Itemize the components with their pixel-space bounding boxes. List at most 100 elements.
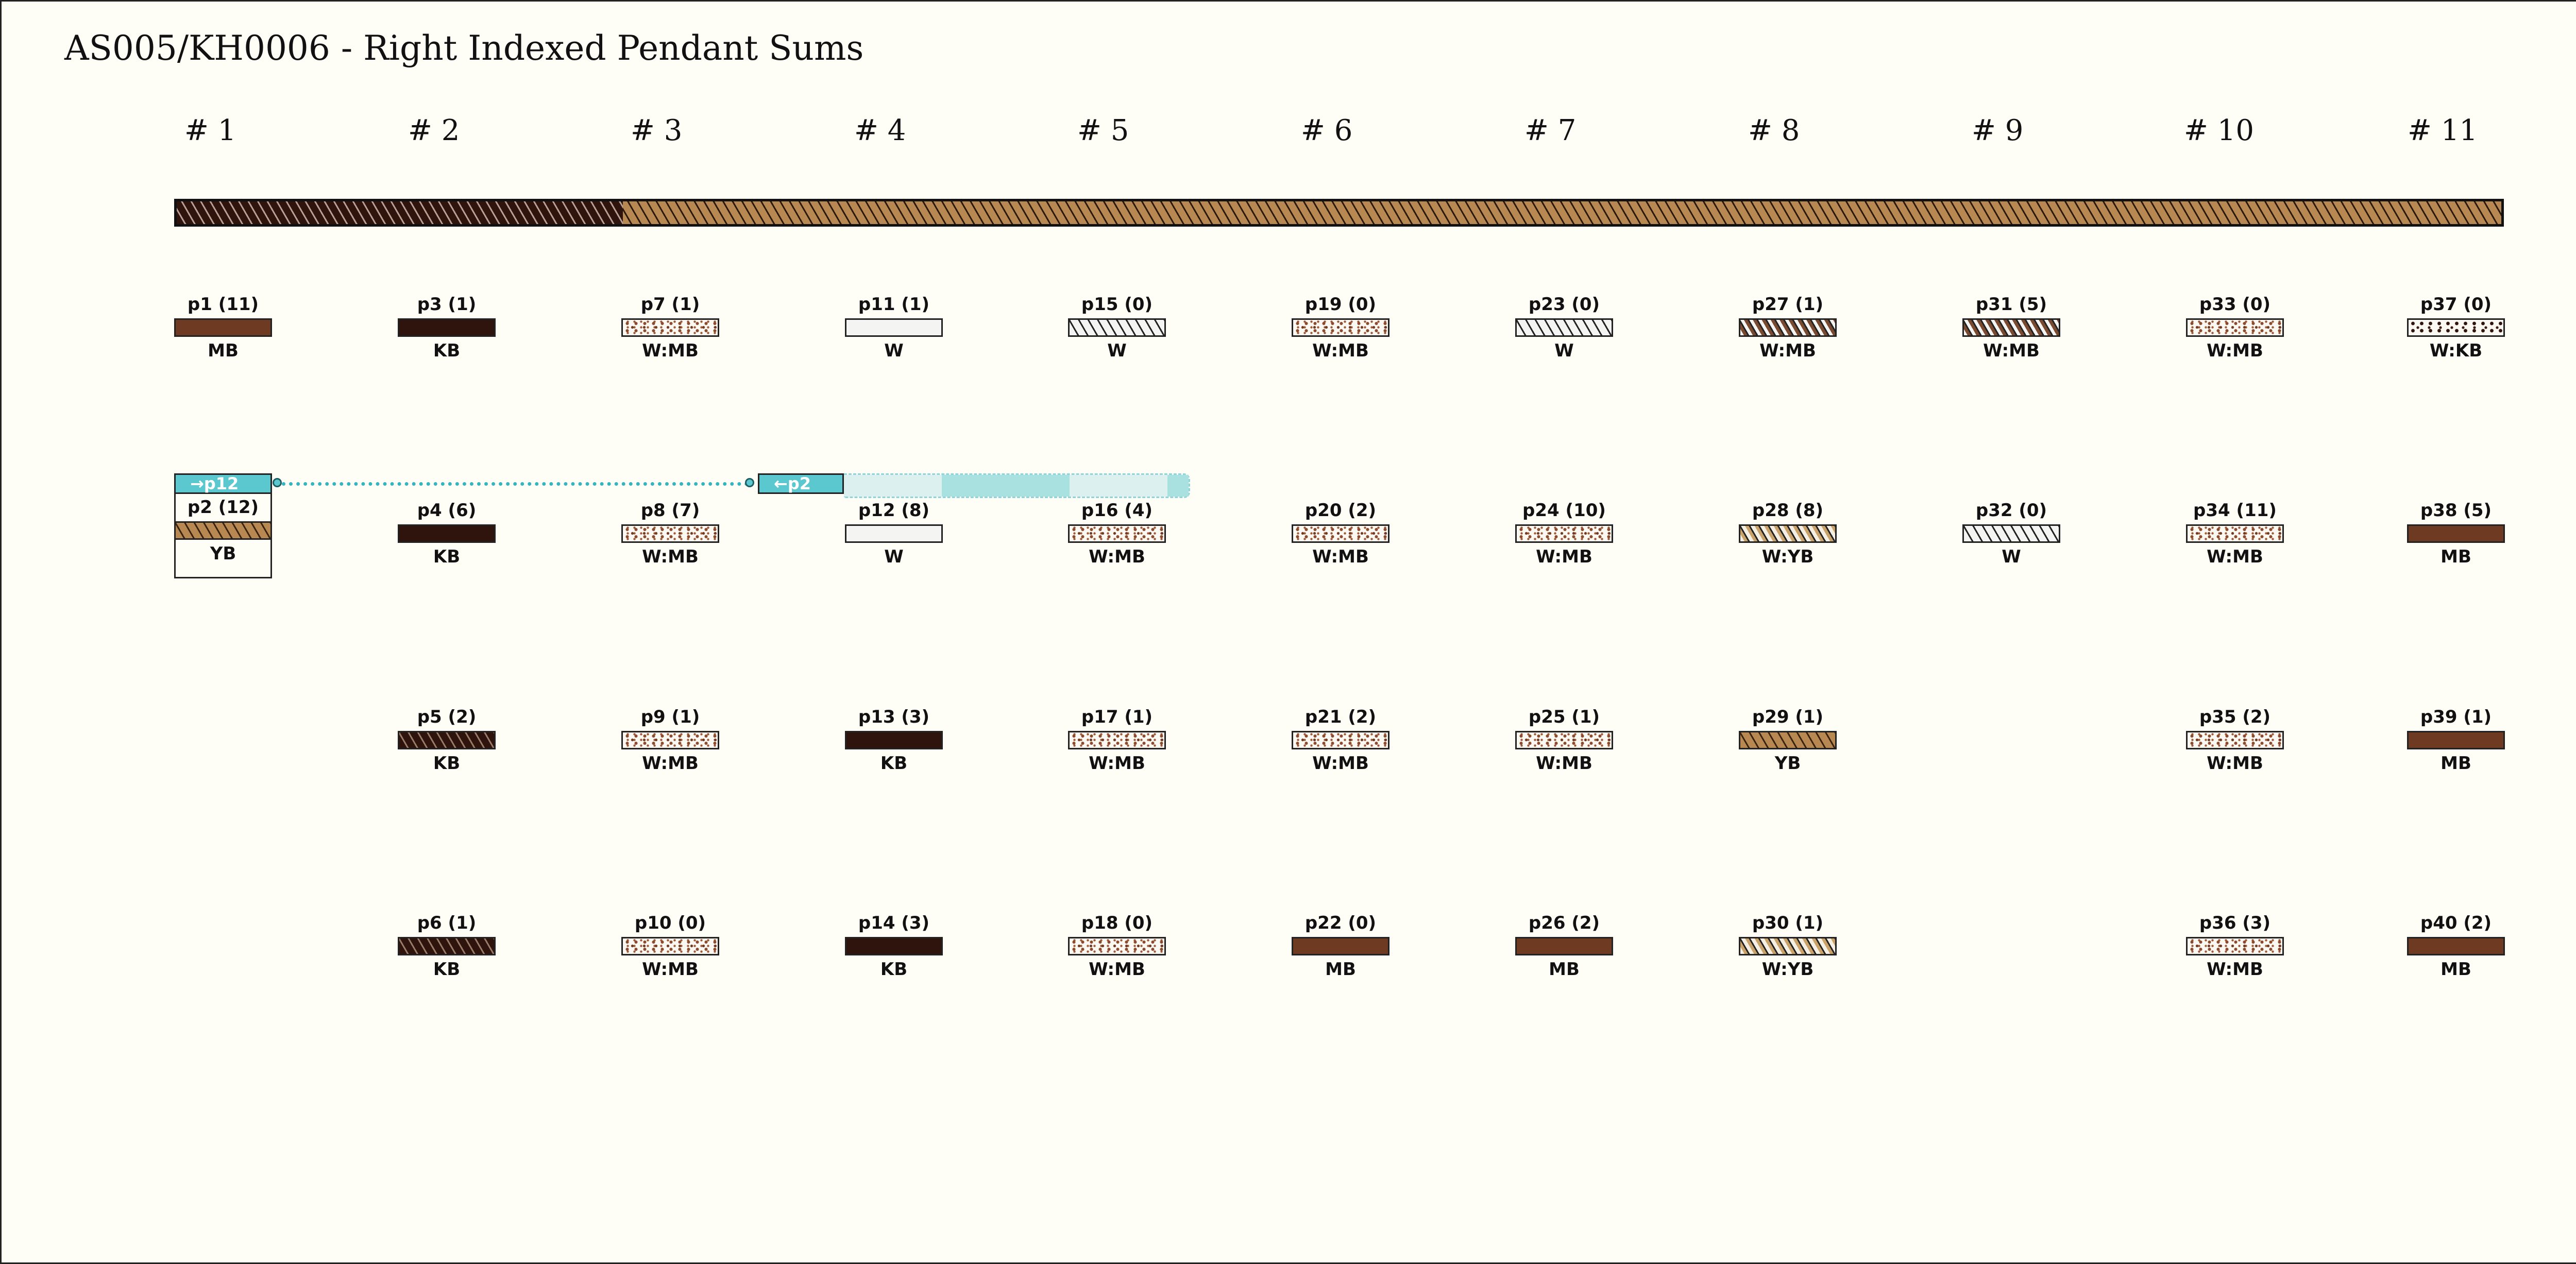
range-segment: [844, 475, 942, 497]
index-link-line: [282, 482, 749, 486]
pendant-cord: [1292, 937, 1389, 955]
range-segment: [1070, 475, 1167, 497]
pendant-cord: [2186, 524, 2284, 543]
link-endpoint-dot: [273, 478, 282, 487]
pendant-color-code: W:MB: [1089, 546, 1145, 567]
index-tag-to-p12[interactable]: →p12: [174, 473, 272, 494]
diagram-title: AS005/KH0006 - Right Indexed Pendant Sum…: [64, 28, 864, 68]
pendant-color-code: W:MB: [2207, 753, 2263, 774]
pendant-color-code: W:MB: [642, 546, 699, 567]
column-label: # 1: [184, 114, 236, 147]
pendant-color-code: W:YB: [1761, 546, 1814, 567]
pendant-label: p10 (0): [634, 913, 706, 933]
pendant-cord: [398, 937, 496, 955]
pendant-cord: [621, 731, 719, 749]
pendant-color-code: W:MB: [2207, 959, 2263, 980]
column-label: # 4: [854, 114, 906, 147]
pendant-label: p18 (0): [1081, 913, 1153, 933]
pendant-label: p23 (0): [1528, 294, 1600, 315]
range-segment: [942, 475, 1070, 497]
pendant-color-code: W: [884, 340, 904, 361]
pendant-label: p28 (8): [1752, 500, 1824, 521]
pendant-cord: [845, 731, 943, 749]
pendant-color-code: W:YB: [1761, 959, 1814, 980]
pendant-cord: [1962, 318, 2060, 337]
pendant-label: p32 (0): [1975, 500, 2047, 521]
pendant-label: p4 (6): [417, 500, 477, 521]
pendant-color-code: MB: [1549, 959, 1580, 980]
pendant-cord: [1292, 731, 1389, 749]
pendant-color-code: MB: [2441, 753, 2471, 774]
index-tag-to-p2[interactable]: ←p2: [758, 473, 844, 494]
pendant-cord: [845, 318, 943, 337]
pendant-cord: [1068, 937, 1166, 955]
pendant-label: p35 (2): [2199, 707, 2271, 727]
column-label: # 8: [1748, 114, 1800, 147]
pendant-label: p21 (2): [1304, 707, 1377, 727]
pendant-color-code: W: [2002, 546, 2021, 567]
pendant-cord: [1739, 937, 1837, 955]
pendant-color-code: KB: [880, 959, 908, 980]
pendant-label: p27 (1): [1752, 294, 1824, 315]
pendant-cord: [2186, 731, 2284, 749]
pendant-label: p37 (0): [2420, 294, 2492, 315]
pendant-label: p34 (11): [2193, 500, 2277, 521]
pendant-label: p31 (5): [1975, 294, 2047, 315]
pendant-label: p24 (10): [1522, 500, 1606, 521]
pendant-label: p12 (8): [858, 500, 930, 521]
column-label: # 2: [408, 114, 460, 147]
pendant-label: p19 (0): [1304, 294, 1377, 315]
main-cord: [174, 199, 2504, 227]
pendant-label: p11 (1): [858, 294, 930, 315]
pendant-cord: [1515, 318, 1613, 337]
pendant-color-code: W:MB: [2207, 340, 2263, 361]
column-label: # 10: [2184, 114, 2254, 147]
range-segment: [1167, 475, 1189, 497]
pendant-label: p29 (1): [1752, 707, 1824, 727]
pendant-cord: [1739, 524, 1837, 543]
pendant-cord: [1515, 524, 1613, 543]
pendant-color-code: MB: [1325, 959, 1356, 980]
pendant-cord: [1068, 524, 1166, 543]
pendant-cord: [1739, 318, 1837, 337]
pendant-color-code: W:MB: [1759, 340, 1816, 361]
column-label: # 3: [631, 114, 683, 147]
pendant-color-code: W: [1554, 340, 1574, 361]
pendant-color-code: W:MB: [642, 340, 699, 361]
pendant-label: p40 (2): [2420, 913, 2492, 933]
pendant-cord: [2186, 937, 2284, 955]
pendant-label: p8 (7): [640, 500, 700, 521]
pendant-label: p36 (3): [2199, 913, 2271, 933]
pendant-label: p16 (4): [1081, 500, 1153, 521]
pendant-label: p7 (1): [640, 294, 700, 315]
pendant-color-code: W:MB: [2207, 546, 2263, 567]
pendant-color-code: W:MB: [1089, 753, 1145, 774]
main-cord-segment-yb: [623, 201, 2501, 224]
pendant-color-code: W:MB: [642, 753, 699, 774]
pendant-cord: [1739, 731, 1837, 749]
pendant-color-code: MB: [2441, 959, 2471, 980]
pendant-color-code: W:MB: [1983, 340, 2040, 361]
pendant-color-code: KB: [433, 546, 461, 567]
pendant-label: p26 (2): [1528, 913, 1600, 933]
pendant-cord: [845, 937, 943, 955]
pendant-label: p33 (0): [2199, 294, 2271, 315]
pendant-cord: [2407, 937, 2505, 955]
pendant-label: p5 (2): [417, 707, 477, 727]
pendant-label: p2 (12): [187, 497, 259, 518]
pendant-color-code: KB: [433, 753, 461, 774]
pendant-color-code: W:MB: [1312, 546, 1369, 567]
pendant-cord: [621, 318, 719, 337]
pendant-cord: [174, 318, 272, 337]
pendant-cord: [2186, 318, 2284, 337]
pendant-color-code: W: [884, 546, 904, 567]
pendant-color-code: KB: [880, 753, 908, 774]
main-cord-segment-kb: [177, 201, 623, 224]
pendant-color-code: W:KB: [2429, 340, 2483, 361]
pendant-cord: [2407, 318, 2505, 337]
pendant-color-code: W:MB: [642, 959, 699, 980]
pendant-cord: [621, 524, 719, 543]
pendant-color-code: MB: [208, 340, 239, 361]
pendant-cord: [1292, 524, 1389, 543]
